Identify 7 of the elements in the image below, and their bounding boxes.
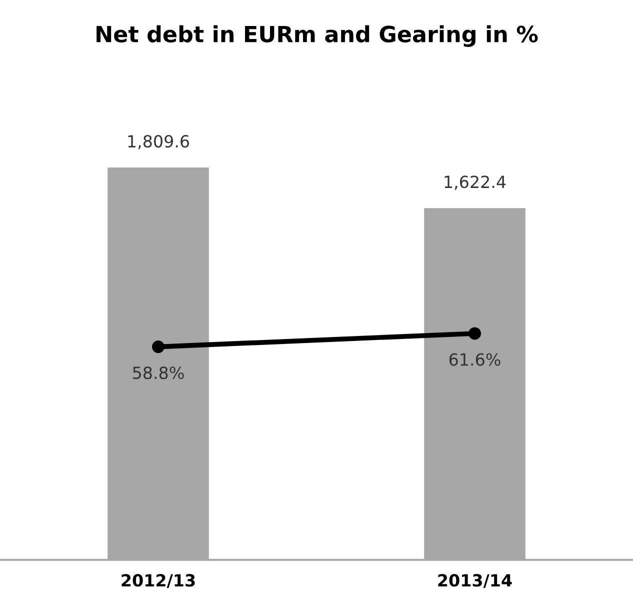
x-tick-label: 2013/14: [438, 574, 512, 588]
data-label: 1,622.4: [444, 176, 506, 190]
chart-title: Net debt in EURm and Gearing in %: [96, 25, 538, 47]
data-label: 1,809.6: [128, 134, 190, 150]
data-label: 61.6%: [449, 353, 500, 366]
data-label: 58.8%: [133, 366, 184, 380]
x-tick-label: 2012/13: [122, 574, 195, 588]
